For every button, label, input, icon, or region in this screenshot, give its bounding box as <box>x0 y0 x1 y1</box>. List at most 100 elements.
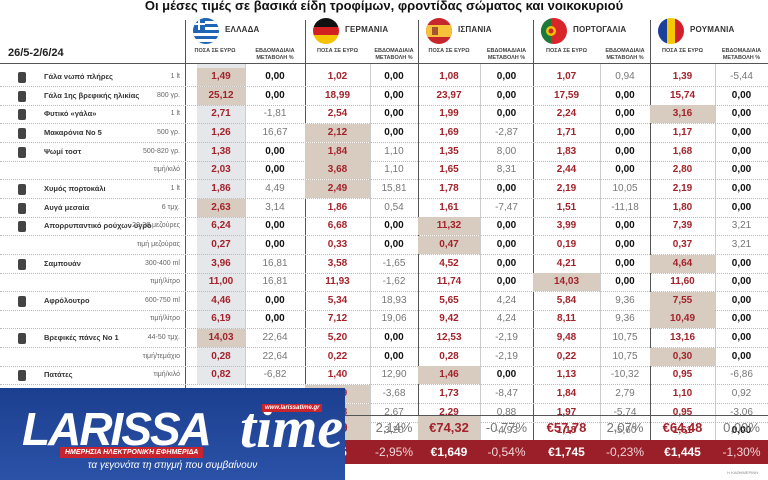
change-cell: -3,06 <box>730 406 753 418</box>
change-cell: 0,00 <box>265 220 285 232</box>
change-cell: 10,05 <box>612 182 638 194</box>
subcolumn-divider <box>370 64 371 460</box>
change-cell: 0,00 <box>384 332 404 344</box>
change-cell: 4,24 <box>496 313 517 325</box>
change-cell: 0,00 <box>496 108 517 120</box>
change-cell: -11,18 <box>611 201 639 213</box>
average-change-cell: -1,30% <box>722 445 761 459</box>
price-cell: 8,11 <box>557 313 576 325</box>
change-cell: 0,00 <box>384 108 404 120</box>
change-cell: 0,00 <box>496 89 517 101</box>
country-name: ΓΕΡΜΑΝΙΑ <box>345 25 389 34</box>
logo-url[interactable]: www.larissatime.gr <box>262 404 323 412</box>
change-cell: -8,47 <box>495 388 518 400</box>
price-cell: 18,99 <box>324 89 351 101</box>
table-row: Αυγά μεσαία 6 τμχ. 2,63 3,14 1,86 0,54 1,61 -7,… <box>0 198 768 218</box>
price-cell: 2,24 <box>556 108 577 120</box>
column-divider <box>650 20 651 460</box>
price-cell: 3,99 <box>556 220 577 232</box>
change-cell: 0,00 <box>731 182 752 194</box>
country-name: ΕΛΛΑΔΑ <box>225 25 260 34</box>
change-cell: 0,00 <box>496 369 517 381</box>
change-cell: 4,24 <box>496 294 517 306</box>
price-cell: 4,52 <box>439 257 459 269</box>
product-name: Φυτικό «γάλα» <box>44 109 97 119</box>
price-cell: 11,32 <box>418 217 480 236</box>
price-cell: 1,69 <box>439 126 459 138</box>
total-change-cell: 2,07% <box>606 420 644 435</box>
product-name: Πατάτες <box>44 370 73 380</box>
change-cell: 0,00 <box>496 238 517 250</box>
price-cell: 0,47 <box>418 235 480 254</box>
price-cell: 0,22 <box>327 350 348 362</box>
price-subheader: ΠΟΣΑ ΣΕ ΕΥΡΩ <box>546 48 587 54</box>
table-row: τιμή/λίτρο 6,19 0,00 7,12 19,06 9,42 4,24 8,11 9… <box>0 310 768 330</box>
change-cell: -1,62 <box>382 276 406 288</box>
change-cell: 0,00 <box>265 313 285 325</box>
price-cell: 1,08 <box>439 71 459 82</box>
price-subheader: ΠΟΣΑ ΣΕ ΕΥΡΩ <box>428 48 470 54</box>
price-cell: 6,19 <box>211 313 231 325</box>
price-cell: 1,73 <box>439 388 459 400</box>
change-cell: 19,06 <box>381 313 407 325</box>
change-cell: -5,74 <box>613 406 637 418</box>
price-cell: 9,48 <box>556 332 577 344</box>
change-cell: 0,00 <box>731 126 752 138</box>
change-cell: -10,32 <box>610 369 640 381</box>
change-cell: 8,31 <box>496 164 517 176</box>
product-unit: 6 τμχ. <box>161 203 180 211</box>
change-cell: 0,00 <box>265 238 285 250</box>
change-cell: 0,00 <box>731 332 752 344</box>
change-cell: 2,67 <box>384 406 404 418</box>
product-name: Γάλα 1ης βρεφικής ηλικίας <box>44 90 140 100</box>
change-cell: 9,36 <box>615 313 635 325</box>
change-cell: 0,00 <box>731 164 752 176</box>
price-cell: 11,60 <box>670 276 695 288</box>
change-cell: 1,10 <box>384 145 404 157</box>
price-cell: 1,65 <box>439 164 459 176</box>
change-cell: 1,10 <box>384 164 404 176</box>
price-cell: 7,12 <box>327 313 348 325</box>
change-cell: 16,67 <box>262 126 288 138</box>
change-cell: 0,00 <box>731 350 752 362</box>
price-cell: 11,74 <box>436 276 462 288</box>
change-cell: 0,54 <box>384 201 404 213</box>
change-cell: 0,00 <box>496 182 517 194</box>
change-cell: -6,86 <box>730 369 753 381</box>
price-cell: 15,74 <box>669 89 696 101</box>
change-cell: 0,00 <box>384 89 404 101</box>
price-cell: 2,29 <box>439 406 459 418</box>
price-cell: 1,97 <box>556 406 577 418</box>
country-header-3: ΠΟΡΤΟΓΑΛΙΑ ΠΟΣΑ ΣΕ ΕΥΡΩ ΕΒΔΟΜΑΔΙΑΙΑ ΜΕΤΑ… <box>533 16 650 64</box>
price-cell: 1,13 <box>556 369 577 381</box>
table-row: Γάλα 1ης βρεφικής ηλικίας 800 γρ. 25,12 0,0… <box>0 86 768 106</box>
change-cell: 3,21 <box>731 220 752 232</box>
change-cell: 0,00 <box>731 257 752 269</box>
change-cell: -2,87 <box>495 126 518 138</box>
price-cell: 1,39 <box>672 71 693 82</box>
table-row: Πατάτες τιμή/κιλό 0,82 -6,82 1,40 12,90 1,46 0,… <box>0 366 768 386</box>
price-cell: 1,78 <box>439 182 459 194</box>
product-name: Αφρόλουτρο <box>44 295 90 305</box>
product-unit: τιμή/τεμάχιο <box>142 352 180 360</box>
average-change-cell: -0,23% <box>605 445 645 459</box>
price-cell: 1,99 <box>439 108 459 120</box>
change-cell: 0,00 <box>384 220 404 232</box>
change-cell: 0,00 <box>496 276 517 288</box>
price-cell: 0,95 <box>672 369 693 381</box>
product-name: Μακαρόνια Νο 5 <box>44 127 102 137</box>
change-cell: -6,82 <box>263 369 287 381</box>
product-unit: 1 lt <box>170 73 180 80</box>
price-cell: 5,84 <box>556 294 577 306</box>
price-cell: 1,61 <box>672 425 693 437</box>
product-unit: 500-820 γρ. <box>142 147 180 155</box>
logo-slogan: τα γεγονότα τη στιγμή που συμβαίνουν <box>87 460 258 471</box>
price-cell: 4,46 <box>211 294 231 306</box>
change-cell: -1,81 <box>263 108 287 120</box>
larissatime-logo-banner[interactable]: LARISSA time www.larissatime.gr ΗΜΕΡΗΣΙΑ… <box>0 388 345 480</box>
change-cell: 0,00 <box>384 126 404 138</box>
price-cell: 1,80 <box>672 201 693 213</box>
change-cell: 0,00 <box>615 108 635 120</box>
source-credit: Η ΚΑΘΗΜΕΡΙΝΗ <box>727 470 758 475</box>
change-cell: -5,44 <box>730 71 753 82</box>
